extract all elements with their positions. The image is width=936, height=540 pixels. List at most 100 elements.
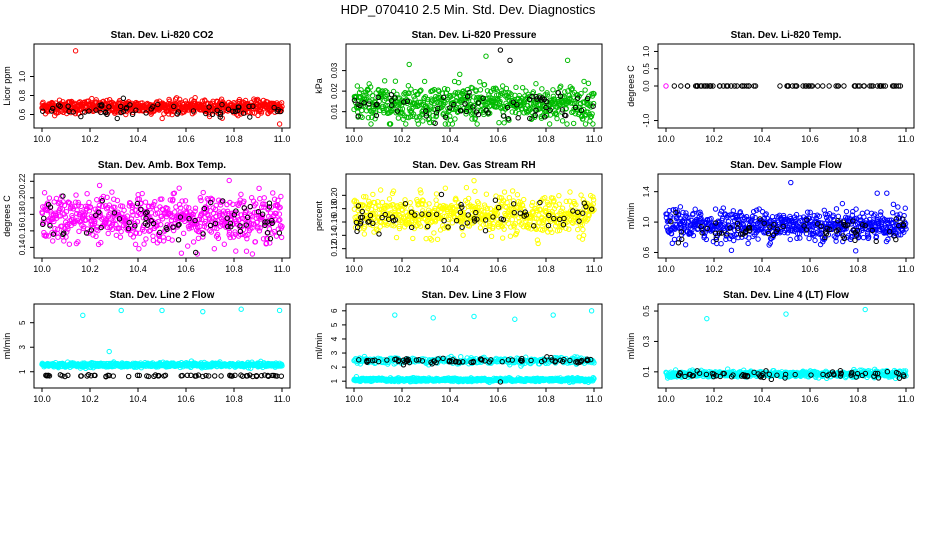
data-point bbox=[46, 195, 53, 201]
data-point bbox=[755, 236, 761, 242]
panel-title: Stan. Dev. Li-820 Temp. bbox=[731, 30, 842, 41]
data-point bbox=[48, 108, 55, 114]
data-point bbox=[472, 188, 478, 194]
panel-title: Stan. Dev. Line 2 Flow bbox=[110, 290, 215, 301]
data-point bbox=[89, 95, 95, 102]
data-point bbox=[82, 109, 88, 115]
data-point bbox=[180, 230, 187, 237]
data-point bbox=[40, 108, 46, 114]
data-point bbox=[550, 87, 556, 93]
data-point bbox=[728, 247, 735, 254]
data-point bbox=[175, 237, 182, 243]
x-tick-label: 10.8 bbox=[537, 264, 555, 274]
data-point bbox=[477, 79, 483, 85]
data-point bbox=[142, 199, 149, 205]
x-tick-label: 10.8 bbox=[849, 264, 867, 274]
data-point bbox=[240, 110, 247, 116]
data-point bbox=[358, 87, 364, 93]
y-tick-label: 3 bbox=[330, 350, 339, 355]
data-point bbox=[247, 114, 253, 120]
series-primary bbox=[351, 308, 597, 386]
data-point bbox=[835, 213, 842, 220]
data-point bbox=[852, 237, 858, 244]
series-primary bbox=[39, 177, 285, 257]
y-tick-label: 0.01 bbox=[330, 103, 339, 119]
data-point bbox=[386, 196, 393, 202]
series-primary bbox=[663, 179, 909, 254]
data-point bbox=[143, 236, 149, 242]
data-point bbox=[125, 373, 132, 380]
data-point bbox=[370, 191, 376, 198]
x-tick-label: 10.2 bbox=[393, 264, 411, 274]
data-point bbox=[50, 238, 56, 244]
data-point bbox=[175, 109, 182, 115]
data-point bbox=[357, 93, 363, 100]
data-point bbox=[132, 241, 139, 248]
data-point bbox=[507, 233, 514, 239]
data-point bbox=[582, 87, 588, 93]
data-point bbox=[217, 114, 223, 120]
y-tick-label: 1.0 bbox=[18, 70, 27, 82]
data-point bbox=[509, 188, 516, 194]
x-tick-label: 10.6 bbox=[177, 394, 195, 404]
data-point bbox=[185, 243, 191, 249]
y-tick-label: 2 bbox=[330, 364, 339, 369]
data-point bbox=[455, 79, 462, 86]
data-point bbox=[671, 236, 678, 243]
data-point bbox=[148, 106, 154, 112]
data-point bbox=[211, 246, 218, 252]
data-point bbox=[118, 228, 124, 235]
data-point bbox=[460, 232, 466, 238]
data-point bbox=[431, 230, 437, 236]
data-point bbox=[582, 121, 589, 127]
data-point bbox=[556, 192, 562, 199]
data-point bbox=[154, 99, 160, 105]
data-point bbox=[415, 121, 422, 127]
data-point bbox=[483, 191, 490, 197]
data-point bbox=[120, 95, 127, 101]
outlier-point bbox=[96, 182, 103, 189]
data-point bbox=[278, 234, 285, 241]
data-point bbox=[452, 116, 458, 122]
plot-frame bbox=[33, 43, 291, 129]
data-point bbox=[143, 110, 149, 116]
data-point bbox=[853, 206, 859, 212]
data-point bbox=[361, 231, 368, 237]
data-point bbox=[76, 228, 82, 235]
y-tick-label: 5 bbox=[18, 320, 27, 325]
y-tick-label: 0.8 bbox=[18, 89, 27, 101]
data-point bbox=[274, 108, 281, 115]
y-axis-label: percent bbox=[314, 200, 324, 231]
x-tick-label: 11.0 bbox=[274, 394, 291, 404]
series-secondary bbox=[43, 371, 285, 380]
data-point bbox=[214, 107, 220, 113]
y-axis-label: degrees C bbox=[2, 195, 12, 237]
data-point bbox=[410, 235, 416, 242]
data-point bbox=[118, 103, 124, 110]
data-point bbox=[503, 85, 510, 92]
data-point bbox=[890, 201, 897, 208]
y-axis-label: Licor ppm bbox=[2, 66, 12, 106]
data-point bbox=[878, 209, 884, 215]
x-tick-label: 10.4 bbox=[129, 134, 147, 144]
x-tick-label: 10.4 bbox=[753, 264, 771, 274]
data-point bbox=[410, 111, 417, 117]
x-tick-label: 11.0 bbox=[586, 134, 603, 144]
x-tick-label: 10.2 bbox=[393, 134, 411, 144]
data-point bbox=[366, 104, 372, 111]
data-point bbox=[539, 86, 545, 92]
y-axis-label: degrees C bbox=[626, 65, 636, 107]
data-point bbox=[902, 205, 908, 211]
data-point bbox=[99, 102, 105, 108]
y-tick-label: 0.22 bbox=[18, 173, 27, 189]
data-point bbox=[278, 193, 284, 200]
data-point bbox=[833, 206, 840, 212]
data-point bbox=[218, 373, 224, 379]
data-point bbox=[192, 205, 199, 211]
data-point bbox=[405, 83, 412, 89]
data-point bbox=[717, 211, 724, 217]
data-point bbox=[217, 111, 223, 118]
